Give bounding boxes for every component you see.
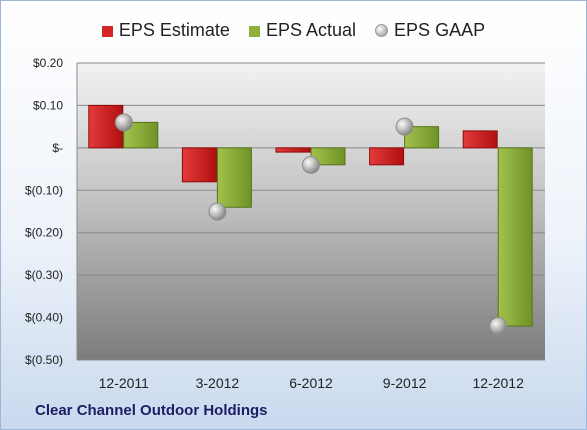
plot-area (77, 63, 545, 360)
y-tick-label: $(0.10) (25, 183, 63, 197)
eps-actual-bar (216, 147, 252, 208)
legend-marker-eps-gaap (375, 23, 389, 37)
eps-gaap-point (302, 155, 320, 174)
eps-estimate-bar (275, 147, 311, 153)
y-tick-label: $(0.40) (25, 311, 63, 325)
y-tick-label: $(0.20) (25, 226, 63, 240)
eps-actual-bar (404, 126, 440, 149)
x-tick-label: 9-2012 (383, 375, 427, 391)
eps-gaap-point (395, 117, 414, 136)
x-tick-label: 12-2012 (473, 375, 525, 391)
y-tick-label: $- (52, 141, 63, 155)
legend-swatch-eps-actual (248, 25, 260, 37)
eps-estimate-bar (462, 130, 498, 149)
legend-label-eps-estimate: EPS Estimate (118, 19, 230, 40)
x-tick-label: 3-2012 (196, 375, 240, 391)
legend-label-eps-gaap: EPS GAAP (394, 19, 486, 40)
legend-item-eps-gaap: EPS GAAP (375, 20, 485, 41)
eps-actual-bar (123, 121, 159, 149)
legend-label-eps-actual: EPS Actual (265, 19, 357, 40)
eps-gaap-point (114, 113, 133, 132)
y-axis: $0.20 $0.10 $- $(0.10) $(0.20) $(0.30) $(0.40)… (25, 56, 78, 367)
eps-estimate-bar (181, 147, 217, 183)
legend-swatch-eps-estimate (101, 25, 113, 37)
x-tick-label: 6-2012 (289, 375, 333, 391)
x-axis: 12-2011 3-2012 6-2012 9-2012 12-2012 (99, 375, 524, 391)
x-tick-label: 12-2011 (99, 375, 150, 391)
bars (88, 104, 533, 327)
eps-actual-bar (497, 147, 533, 327)
legend: EPS Estimate EPS Actual EPS GAAP (1, 19, 586, 41)
eps-gaap-point (208, 202, 227, 221)
eps-estimate-bar (369, 147, 405, 166)
y-tick-label: $(0.30) (25, 268, 63, 282)
legend-item-eps-estimate: EPS Estimate (101, 19, 230, 41)
legend-item-eps-actual: EPS Actual (248, 19, 357, 41)
gaap-points (114, 113, 508, 336)
company-name: Clear Channel Outdoor Holdings (35, 402, 268, 419)
eps-gaap-point (489, 317, 508, 336)
y-tick-label: $0.10 (33, 98, 63, 112)
y-tick-label: $0.20 (33, 56, 63, 70)
y-tick-label: $(0.50) (25, 353, 63, 367)
